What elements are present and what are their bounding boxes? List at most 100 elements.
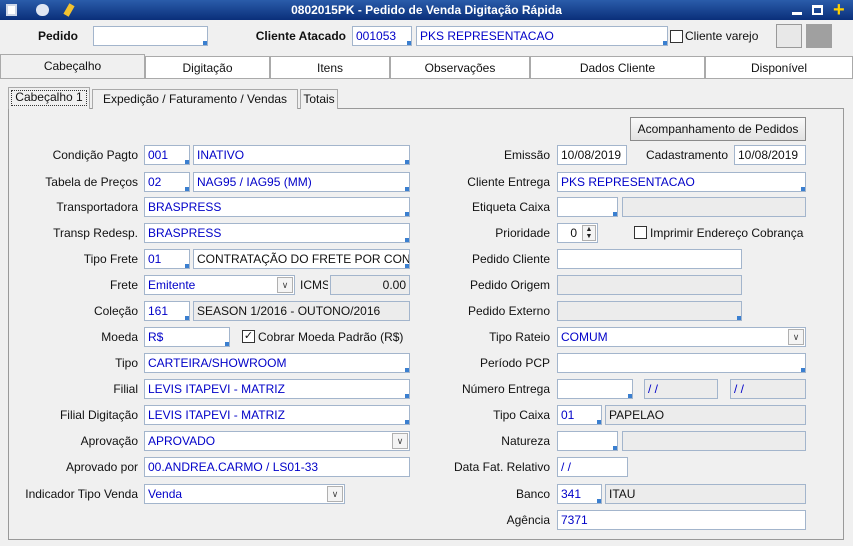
text-input[interactable]: CONTRATAÇÃO DO FRETE POR CONTA xyxy=(193,249,410,269)
cliente-varejo-checkbox[interactable] xyxy=(670,30,683,43)
field-label: Prioridade xyxy=(495,226,550,240)
dropdown[interactable]: COMUM ∨ xyxy=(557,327,806,347)
acompanhamento-button[interactable]: Acompanhamento de Pedidos xyxy=(630,117,806,141)
checkbox[interactable] xyxy=(634,226,647,239)
field-label: Tipo xyxy=(115,356,138,370)
text-input[interactable]: / / xyxy=(557,457,628,477)
dropdown-arrow[interactable]: ∨ xyxy=(277,277,293,293)
text-input[interactable] xyxy=(557,379,633,399)
maximize-button[interactable] xyxy=(812,5,823,15)
tab[interactable]: Cabeçalho xyxy=(0,54,145,78)
text-input[interactable]: / / xyxy=(644,379,718,399)
field-label: Coleção xyxy=(93,304,138,318)
text-input[interactable] xyxy=(557,353,806,373)
dropdown-arrow[interactable]: ∨ xyxy=(392,433,408,449)
text-input[interactable] xyxy=(557,249,742,269)
subtab[interactable]: Expedição / Faturamento / Vendas xyxy=(92,89,298,109)
field-label: Etiqueta Caixa xyxy=(471,200,550,214)
checkbox-label: Imprimir Endereço Cobrança xyxy=(650,226,804,240)
field-label: Pedido Cliente xyxy=(471,252,550,266)
text-input[interactable]: LEVIS ITAPEVI - MATRIZ xyxy=(144,405,410,425)
text-input[interactable]: 161 xyxy=(144,301,190,321)
subtab[interactable]: Cabeçalho 1 xyxy=(8,87,90,109)
field-label: Condição Pagto xyxy=(52,148,138,162)
minimize-button[interactable] xyxy=(792,12,802,15)
text-input[interactable]: LEVIS ITAPEVI - MATRIZ xyxy=(144,379,410,399)
field-label: Indicador Tipo Venda xyxy=(25,487,138,501)
text-input[interactable]: 00.ANDREA.CARMO / LS01-33 xyxy=(144,457,410,477)
text-input[interactable]: 341 xyxy=(557,484,602,504)
text-input[interactable] xyxy=(622,431,806,451)
text-input[interactable]: CARTEIRA/SHOWROOM xyxy=(144,353,410,373)
add-button[interactable]: + xyxy=(833,2,845,18)
field-label: Transp Redesp. xyxy=(53,226,138,240)
text-input[interactable]: ITAU xyxy=(605,484,806,504)
text-input[interactable]: SEASON 1/2016 - OUTONO/2016 xyxy=(193,301,410,321)
disabled-button xyxy=(806,24,832,48)
field-label: Filial Digitação xyxy=(59,408,138,422)
text-input[interactable]: PKS REPRESENTACAO xyxy=(557,172,806,192)
text-input[interactable]: 10/08/2019 xyxy=(557,145,627,165)
dropdown-arrow[interactable]: ∨ xyxy=(788,329,804,345)
text-input[interactable] xyxy=(557,197,618,217)
app-icon[interactable] xyxy=(6,4,17,16)
tab[interactable]: Itens xyxy=(270,56,390,78)
text-input[interactable] xyxy=(557,301,742,321)
title-bar: 0802015PK - Pedido de Venda Digitação Rá… xyxy=(0,0,853,20)
dropdown[interactable]: Venda ∨ xyxy=(144,484,345,504)
text-input[interactable]: BRASPRESS xyxy=(144,197,410,217)
text-input[interactable]: PAPELAO xyxy=(605,405,806,425)
cliente-name[interactable]: PKS REPRESENTACAO xyxy=(416,26,668,46)
cliente-code[interactable]: 001053 xyxy=(352,26,412,46)
text-input[interactable] xyxy=(557,275,742,295)
field-label: Tipo Rateio xyxy=(489,330,550,344)
field-label: Moeda xyxy=(101,330,138,344)
field-label: Data Fat. Relativo xyxy=(453,460,550,474)
text-input[interactable]: 7371 xyxy=(557,510,806,530)
inline-label: Cadastramento xyxy=(645,148,728,162)
text-input[interactable] xyxy=(557,431,618,451)
checkbox[interactable]: ✓ xyxy=(242,330,255,343)
field-label: Natureza xyxy=(501,434,550,448)
field-label: Emissão xyxy=(503,148,550,162)
dropdown[interactable]: APROVADO ∨ xyxy=(144,431,410,451)
tab-bar: Cabeçalho Digitação Itens Observações Dados … xyxy=(0,54,853,79)
tab[interactable]: Dados Cliente xyxy=(530,56,705,78)
text-input[interactable]: 0.00 xyxy=(330,275,410,295)
text-input[interactable]: NAG95 / IAG95 (MM) xyxy=(193,172,410,192)
cliente-varejo-label: Cliente varejo xyxy=(685,29,759,43)
text-input[interactable]: 01 xyxy=(144,249,190,269)
field-label: Pedido Externo xyxy=(467,304,550,318)
clipboard-button[interactable] xyxy=(776,24,802,48)
text-input[interactable]: 0 ▲ ▼ xyxy=(557,223,598,243)
field-label: Número Entrega xyxy=(461,382,550,396)
subtab[interactable]: Totais xyxy=(300,89,338,109)
cliente-label: Cliente Atacado xyxy=(255,29,346,43)
tab[interactable]: Digitação xyxy=(145,56,270,78)
text-input[interactable]: 01 xyxy=(557,405,602,425)
dropdown-arrow[interactable]: ∨ xyxy=(327,486,343,502)
spin-buttons[interactable]: ▲ ▼ xyxy=(582,225,596,241)
field-label: Agência xyxy=(506,513,550,527)
field-label: Tabela de Preços xyxy=(45,175,138,189)
settings-icon[interactable] xyxy=(36,4,49,16)
tab[interactable]: Disponível xyxy=(705,56,853,78)
text-input[interactable]: BRASPRESS xyxy=(144,223,410,243)
text-input[interactable] xyxy=(622,197,806,217)
field-label: Tipo Frete xyxy=(83,252,138,266)
field-label: Banco xyxy=(515,487,550,501)
dropdown[interactable]: Emitente ∨ xyxy=(144,275,295,295)
text-input[interactable]: INATIVO xyxy=(193,145,410,165)
text-input[interactable]: 02 xyxy=(144,172,190,192)
text-input[interactable]: / / xyxy=(730,379,806,399)
pedido-label: Pedido xyxy=(38,29,79,43)
subtab-bar: Cabeçalho 1 Expedição / Faturamento / Ven… xyxy=(0,87,853,109)
text-input[interactable]: 001 xyxy=(144,145,190,165)
field-label: Transportadora xyxy=(56,200,138,214)
text-input[interactable]: 10/08/2019 xyxy=(734,145,806,165)
pedido-input[interactable] xyxy=(93,26,208,46)
text-input[interactable]: R$ xyxy=(144,327,230,347)
header-bar: Pedido Cliente Atacado 001053 PKS REPRES… xyxy=(0,20,853,52)
tab[interactable]: Observações xyxy=(390,56,530,78)
